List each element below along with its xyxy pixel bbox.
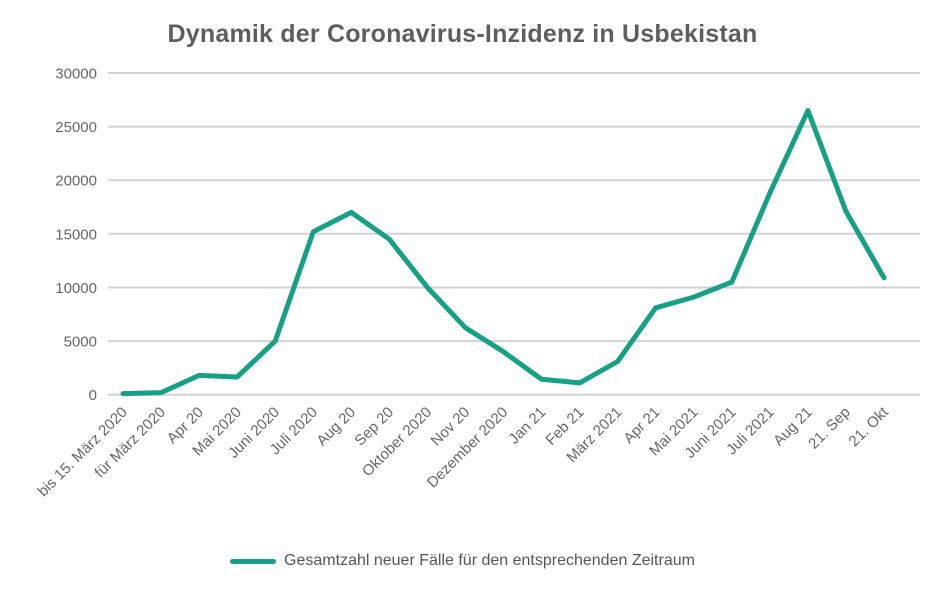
y-axis-label: 5000 (64, 334, 97, 351)
chart-line (120, 108, 887, 397)
x-axis-label: 21. Sep (805, 404, 854, 453)
x-axis-label: 21. Okt (846, 403, 893, 450)
legend-label: Gesamtzahl neuer Fälle für den entsprech… (284, 552, 695, 569)
x-axis-label: Aug 20 (313, 404, 359, 450)
x-axis-label: Jan 21 (505, 404, 549, 448)
y-axis-label: 20000 (55, 173, 97, 190)
y-axis-label: 0 (89, 387, 97, 404)
y-axis-label: 15000 (55, 226, 97, 243)
legend: Gesamtzahl neuer Fälle für den entsprech… (0, 552, 925, 570)
y-axis-label: 25000 (55, 119, 97, 136)
page-title: Dynamik der Coronavirus-Inzidenz in Usbe… (167, 20, 758, 48)
legend-line-swatch-icon (230, 558, 277, 564)
y-axis-label: 10000 (55, 280, 97, 297)
y-axis-label: 30000 (55, 66, 97, 83)
